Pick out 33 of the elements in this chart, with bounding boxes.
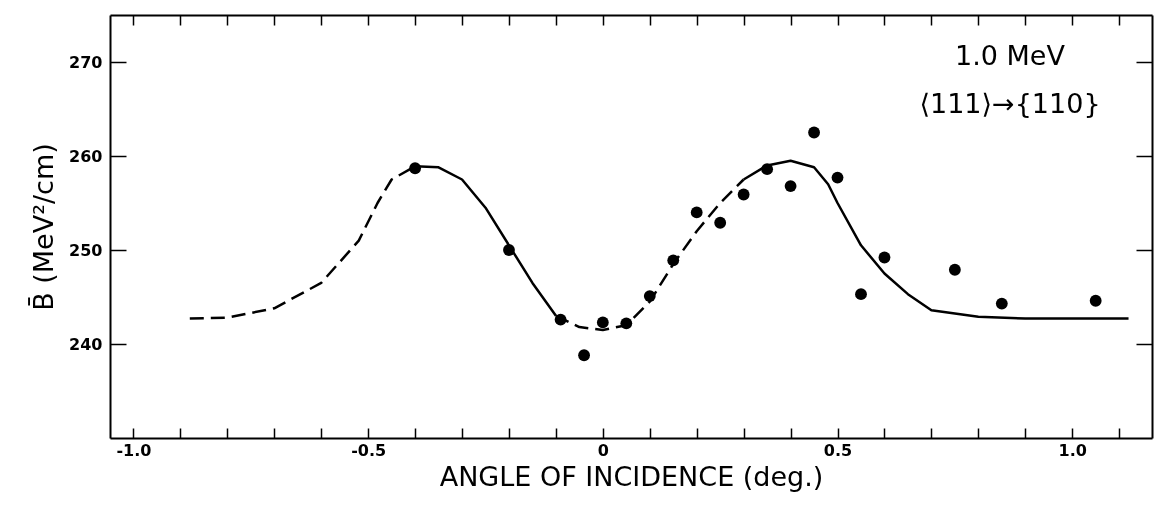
point bbox=[578, 349, 590, 362]
point bbox=[808, 126, 820, 139]
annotation: 1.0 MeV bbox=[955, 40, 1066, 71]
annotation: ⟨111⟩→{110} bbox=[919, 88, 1101, 119]
point bbox=[1089, 294, 1102, 307]
point bbox=[643, 290, 656, 302]
point bbox=[784, 180, 797, 192]
point bbox=[409, 162, 422, 175]
y-tick-label: 270 bbox=[69, 52, 103, 72]
y-tick-label: 260 bbox=[69, 146, 103, 166]
point bbox=[878, 251, 891, 264]
point bbox=[554, 313, 567, 326]
x-tick-label: -0.5 bbox=[351, 440, 387, 460]
x-axis-title: ANGLE OF INCIDENCE (deg.) bbox=[439, 460, 824, 492]
point bbox=[995, 297, 1008, 310]
point bbox=[855, 288, 867, 301]
point bbox=[761, 163, 774, 176]
x-tick-label: -1.0 bbox=[116, 440, 152, 460]
point bbox=[503, 244, 515, 256]
y-tick-label: 250 bbox=[69, 240, 103, 260]
point bbox=[596, 316, 609, 329]
y-tick-label: 240 bbox=[69, 334, 103, 354]
point bbox=[948, 263, 961, 276]
point bbox=[667, 254, 680, 267]
y-axis-title: B̄ (MeV²/cm) bbox=[28, 143, 60, 311]
point bbox=[831, 171, 844, 184]
point bbox=[620, 317, 633, 330]
point bbox=[714, 216, 727, 229]
x-tick-label: 0.5 bbox=[823, 440, 853, 460]
point bbox=[737, 188, 750, 201]
x-tick-label: 0 bbox=[597, 440, 609, 460]
point bbox=[690, 206, 703, 219]
x-tick-label: 1.0 bbox=[1058, 440, 1087, 460]
